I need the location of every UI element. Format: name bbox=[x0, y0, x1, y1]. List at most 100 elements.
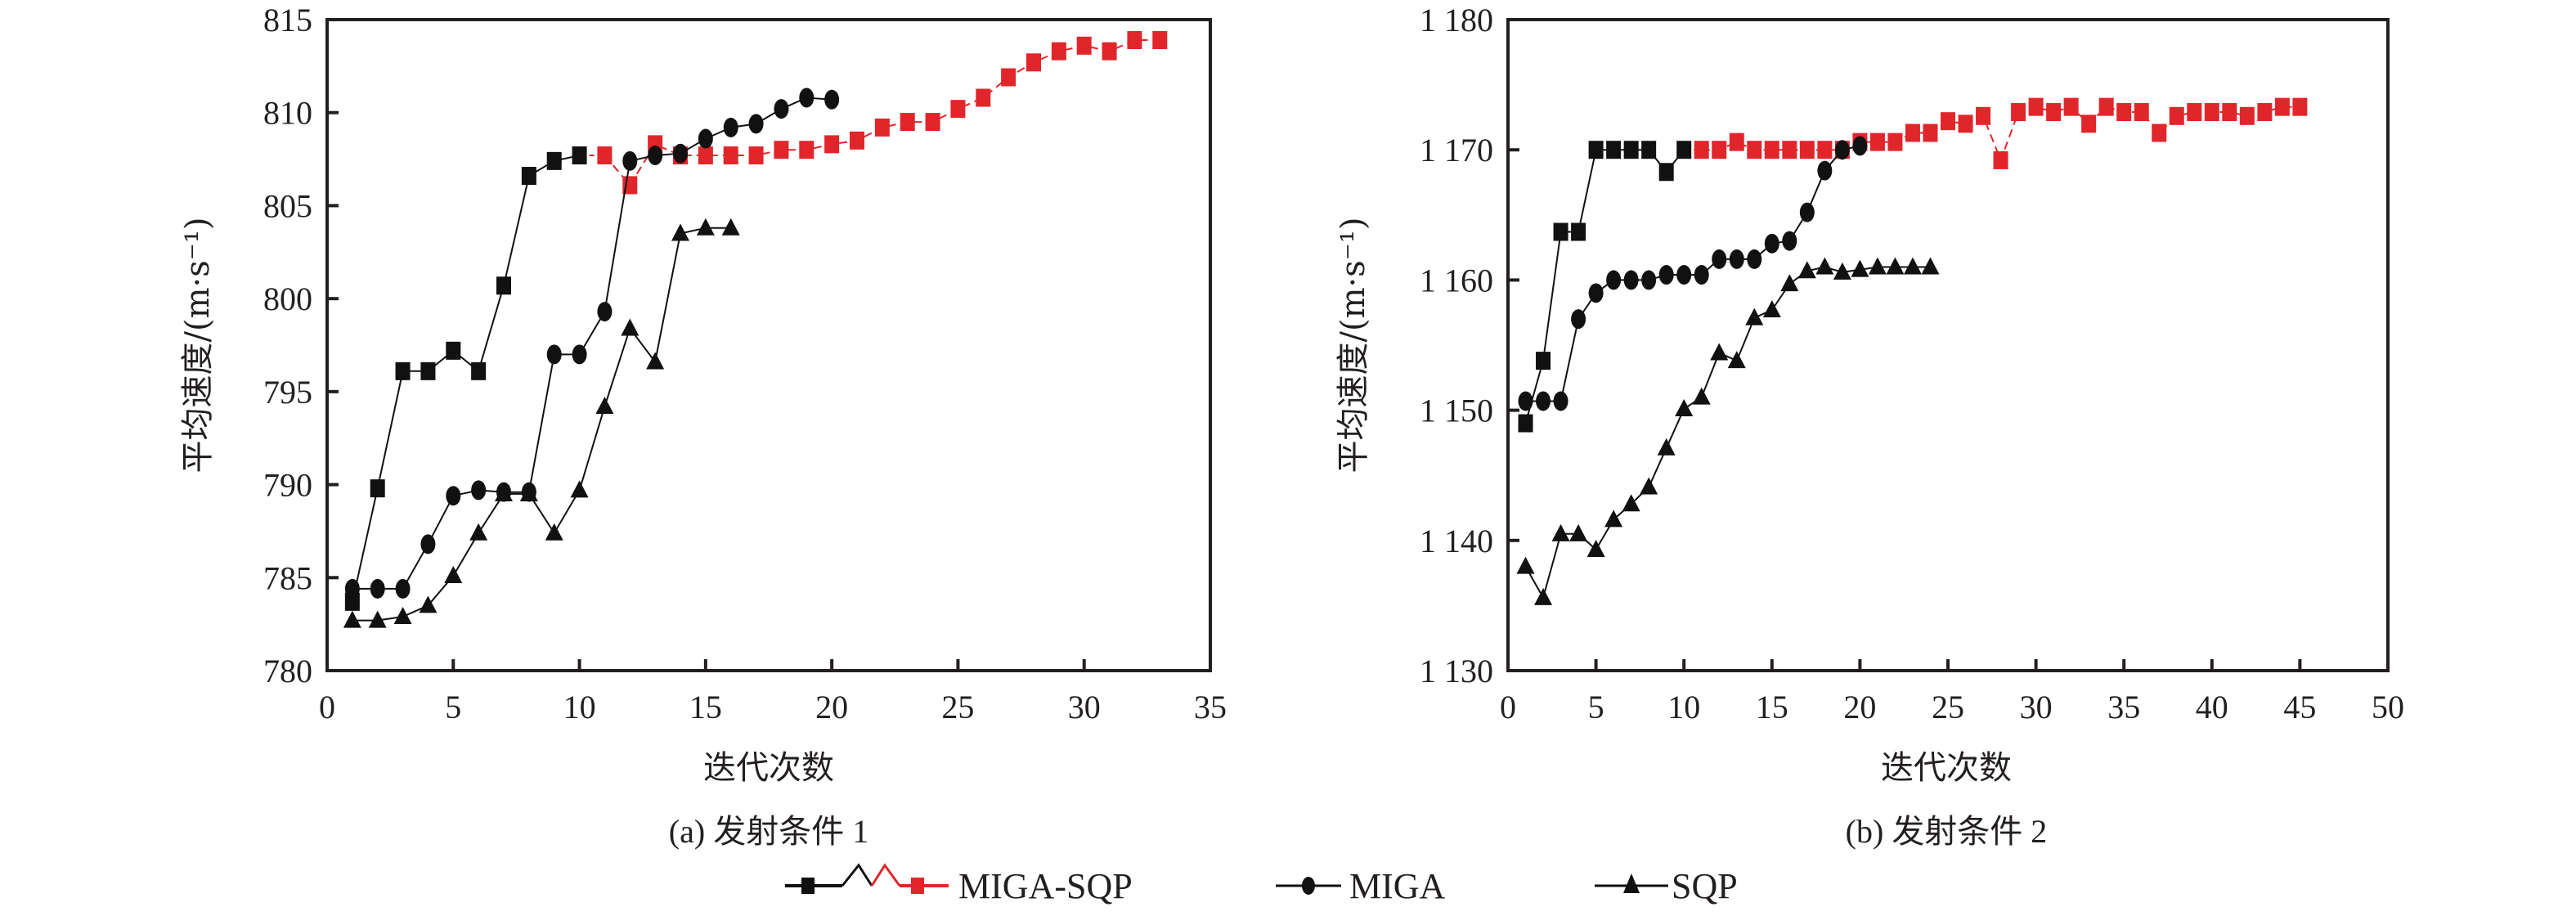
data-point-miga bbox=[698, 128, 713, 149]
data-point-sqp bbox=[519, 483, 538, 501]
data-point-miga bbox=[648, 146, 663, 166]
legend-label-miga: MIGA bbox=[1349, 866, 1446, 906]
data-point-miga-sqp-sqp-stage bbox=[799, 141, 815, 159]
data-point-miga-sqp-sqp-stage bbox=[774, 141, 789, 159]
y-tick-label-b: 1 160 bbox=[1420, 262, 1493, 299]
data-point-miga bbox=[1834, 140, 1850, 160]
data-point-sqp bbox=[343, 610, 361, 628]
data-point-miga-sqp-miga-stage bbox=[1641, 141, 1657, 159]
x-tick-label-a: 25 bbox=[941, 689, 974, 725]
data-point-sqp bbox=[444, 566, 463, 584]
data-point-miga-sqp-sqp-stage bbox=[976, 88, 991, 107]
legend-item-sqp: SQP bbox=[1595, 866, 1738, 906]
data-point-sqp bbox=[1534, 587, 1553, 605]
data-point-miga-sqp-sqp-stage bbox=[1923, 123, 1938, 142]
data-point-miga-sqp-sqp-stage bbox=[723, 146, 738, 165]
data-point-miga-sqp-sqp-stage bbox=[1127, 31, 1142, 50]
data-point-miga-sqp-miga-stage bbox=[546, 151, 562, 170]
data-point-miga-sqp-sqp-stage bbox=[900, 113, 915, 132]
data-point-miga-sqp-sqp-stage bbox=[950, 100, 966, 119]
data-point-miga-sqp-sqp-stage bbox=[2152, 123, 2167, 142]
y-tick-label-a: 815 bbox=[263, 2, 312, 38]
data-point-miga-sqp-sqp-stage bbox=[2011, 103, 2026, 122]
data-point-miga-sqp-sqp-stage bbox=[1026, 53, 1041, 72]
y-tick-label-b: 1 180 bbox=[1420, 2, 1493, 38]
y-tick-label-a: 810 bbox=[263, 95, 312, 132]
legend-square-red-icon bbox=[911, 878, 924, 894]
data-point-miga bbox=[344, 578, 360, 599]
data-point-sqp bbox=[1675, 399, 1694, 417]
x-tick-label-b: 35 bbox=[2107, 689, 2140, 725]
data-point-sqp bbox=[1815, 257, 1834, 275]
data-point-miga bbox=[1588, 283, 1604, 303]
caption-b: (b) 发射条件 2 bbox=[1846, 813, 2048, 850]
data-point-miga-sqp-sqp-stage bbox=[874, 118, 890, 137]
data-point-sqp bbox=[570, 480, 589, 498]
data-point-miga-sqp-sqp-stage bbox=[1887, 132, 1903, 151]
data-point-miga-sqp-sqp-stage bbox=[2169, 106, 2184, 125]
data-point-miga-sqp-sqp-stage bbox=[748, 146, 764, 165]
data-point-miga-sqp-sqp-stage bbox=[2239, 106, 2255, 125]
y-tick-label-b: 1 170 bbox=[1420, 132, 1493, 168]
y-tick-label-a: 800 bbox=[263, 281, 312, 317]
data-point-miga bbox=[622, 150, 638, 171]
data-point-miga-sqp-sqp-stage bbox=[1747, 141, 1762, 159]
y-tick-label-a: 785 bbox=[263, 559, 312, 596]
data-point-sqp bbox=[1727, 351, 1746, 369]
data-point-sqp bbox=[1745, 308, 1764, 326]
data-point-miga-sqp-miga-stage bbox=[1676, 141, 1692, 159]
data-point-miga bbox=[1606, 270, 1622, 290]
data-point-sqp bbox=[1622, 494, 1640, 512]
data-point-sqp bbox=[1604, 510, 1623, 528]
data-point-miga-sqp-miga-stage bbox=[1518, 414, 1533, 433]
series-line-sqp bbox=[352, 227, 731, 622]
x-ticks-a: 0 5 10 15 20 25 30 35 bbox=[319, 659, 1227, 725]
series-line-miga-sqp-miga-stage bbox=[1524, 149, 1685, 424]
x-tick-label-b: 30 bbox=[2020, 689, 2053, 725]
data-point-miga bbox=[546, 344, 562, 365]
data-point-miga bbox=[1817, 160, 1833, 181]
x-axis-title-a: 迭代次数 bbox=[703, 749, 834, 787]
data-point-miga-sqp-miga-stage bbox=[572, 146, 587, 165]
data-point-miga-sqp-miga-stage bbox=[1658, 163, 1674, 182]
data-point-miga-sqp-sqp-stage bbox=[2222, 103, 2237, 122]
data-point-miga-sqp-miga-stage bbox=[344, 592, 360, 611]
x-tick-label-b: 20 bbox=[1843, 689, 1876, 725]
data-point-miga-sqp-sqp-stage bbox=[925, 113, 940, 132]
data-point-miga-sqp-sqp-stage bbox=[824, 135, 840, 154]
data-point-miga-sqp-sqp-stage bbox=[850, 131, 864, 150]
series-line-miga-sqp-sqp-stage bbox=[604, 39, 1160, 187]
data-point-miga bbox=[1729, 249, 1744, 269]
data-point-miga bbox=[723, 117, 738, 137]
data-point-miga-sqp-sqp-stage bbox=[1729, 132, 1744, 151]
x-tick-label-a: 30 bbox=[1068, 689, 1101, 725]
data-point-miga-sqp-sqp-stage bbox=[2063, 97, 2079, 116]
data-point-miga bbox=[1694, 265, 1709, 285]
data-point-miga bbox=[1641, 270, 1657, 290]
data-point-miga-sqp-sqp-stage bbox=[1976, 106, 1991, 125]
data-point-miga-sqp-sqp-stage bbox=[1001, 68, 1016, 87]
data-point-miga-sqp-miga-stage bbox=[1536, 352, 1551, 370]
data-point-sqp bbox=[1657, 438, 1676, 456]
data-point-sqp bbox=[1797, 261, 1816, 279]
data-point-sqp bbox=[696, 218, 715, 236]
y-axis-title-a: 平均速度/(m·s⁻¹) bbox=[179, 217, 217, 473]
x-tick-label-a: 0 bbox=[319, 689, 335, 725]
data-point-sqp bbox=[1903, 257, 1922, 275]
data-point-miga bbox=[1623, 270, 1639, 290]
y-tick-label-a: 790 bbox=[263, 467, 312, 504]
data-point-miga-sqp-miga-stage bbox=[496, 276, 511, 295]
data-point-sqp bbox=[419, 595, 438, 613]
marks-b bbox=[1516, 97, 2308, 605]
data-point-sqp bbox=[671, 223, 689, 241]
data-point-sqp bbox=[1762, 300, 1781, 318]
legend: MIGA-SQP MIGA SQP bbox=[785, 863, 1738, 906]
data-point-miga bbox=[1712, 249, 1727, 269]
data-point-miga bbox=[420, 534, 436, 555]
x-tick-label-b: 25 bbox=[1932, 689, 1964, 725]
data-point-sqp bbox=[1710, 343, 1729, 361]
data-point-miga-sqp-sqp-stage bbox=[1102, 42, 1117, 61]
data-point-miga bbox=[824, 89, 840, 110]
y-tick-label-b: 1 140 bbox=[1420, 523, 1493, 559]
data-point-miga-sqp-sqp-stage bbox=[2116, 103, 2132, 122]
